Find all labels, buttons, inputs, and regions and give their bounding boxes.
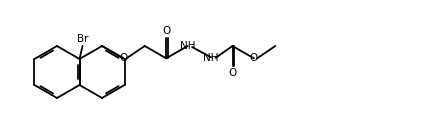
Text: O: O [229,68,237,78]
Text: O: O [250,53,258,63]
Text: NH: NH [180,41,195,51]
Text: Br: Br [77,34,88,44]
Text: O: O [162,26,170,36]
Text: NH: NH [204,53,219,63]
Text: O: O [119,53,128,63]
